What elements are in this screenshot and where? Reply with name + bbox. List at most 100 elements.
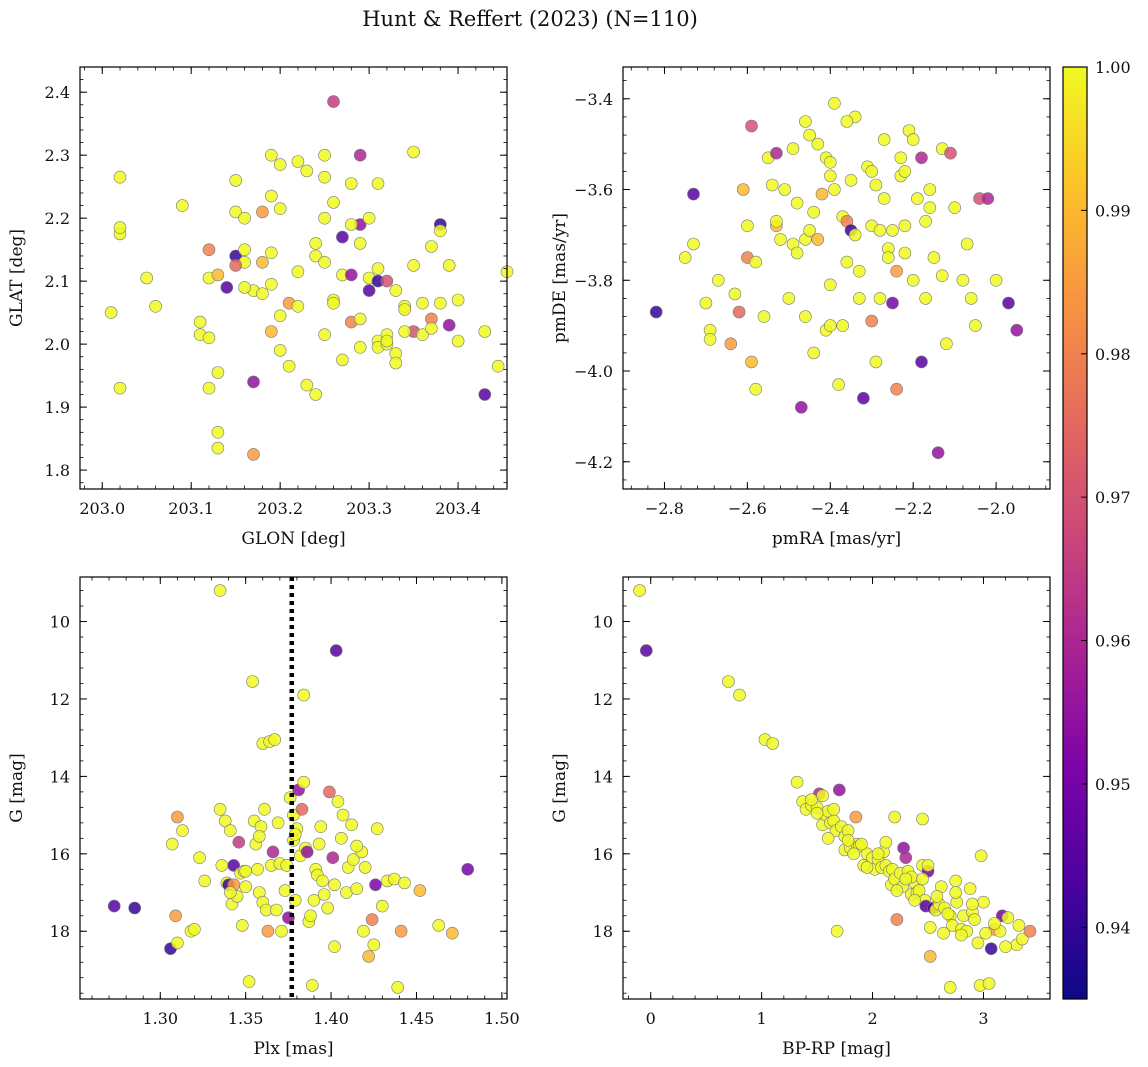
data-point (353, 148, 367, 162)
data-point (264, 325, 278, 338)
data-point (362, 211, 376, 225)
data-point (344, 177, 358, 190)
data-point (923, 183, 937, 196)
data-point (247, 448, 260, 461)
y-tick-label: 2.4 (45, 83, 70, 102)
data-point (309, 388, 323, 401)
y-tick-label: 2.2 (45, 209, 70, 228)
x-tick-label: 2 (867, 1009, 877, 1028)
data-point (999, 940, 1012, 954)
data-point (413, 884, 427, 897)
data-point (202, 381, 216, 395)
data-point (140, 271, 153, 285)
data-point (921, 859, 935, 872)
data-point (323, 785, 336, 799)
data-point (278, 884, 292, 897)
data-point (491, 359, 505, 373)
data-point (321, 901, 335, 915)
data-point (894, 151, 908, 165)
colorbar-tick-label: 0.99 (1095, 201, 1131, 220)
data-point (350, 882, 364, 896)
data-point (923, 201, 937, 214)
data-point (188, 922, 201, 936)
x-tick-label: 203.4 (435, 499, 481, 518)
data-point (334, 831, 348, 845)
data-point (246, 675, 259, 688)
panel-glon-glat: 203.0 203.1 203.2 203.3 203.4 1.8 1.9 2.0 2.1 2.2… (7, 66, 514, 549)
x-tick-label: 1.50 (484, 1009, 520, 1028)
data-point (871, 847, 885, 861)
data-point (969, 319, 982, 332)
data-point (113, 221, 127, 234)
data-point (295, 802, 309, 816)
data-point (394, 924, 408, 938)
data-point (811, 233, 825, 246)
data-point (229, 174, 242, 187)
data-point (745, 119, 758, 133)
data-point (886, 224, 899, 237)
data-point (823, 278, 837, 292)
data-point (264, 246, 278, 260)
data-point (799, 115, 812, 128)
y-tick-label: 1.8 (45, 461, 70, 480)
data-point (304, 909, 317, 923)
x-tick-label: −2.6 (728, 499, 767, 518)
data-point (305, 979, 319, 992)
data-point (353, 237, 367, 250)
data-point (722, 675, 735, 688)
data-point (633, 584, 646, 597)
data-point (357, 924, 370, 938)
colorbar-tick-label: 0.95 (1095, 775, 1131, 794)
data-point (711, 273, 725, 287)
y-tick-label: −3.6 (574, 181, 613, 200)
y-tick-label: 2.0 (45, 335, 70, 354)
data-point (238, 243, 251, 256)
data-point (1001, 911, 1015, 925)
data-point (273, 202, 287, 215)
data-point (416, 296, 429, 310)
data-point (821, 831, 835, 845)
data-point (300, 164, 314, 178)
data-point (309, 249, 323, 263)
data-point (478, 388, 492, 401)
data-point (264, 148, 278, 162)
data-point (282, 359, 296, 373)
data-point (869, 355, 883, 369)
data-point (113, 170, 127, 184)
data-point (728, 287, 742, 301)
data-point (353, 312, 367, 326)
data-point (869, 178, 883, 192)
data-point (860, 861, 874, 874)
data-point (888, 810, 902, 824)
data-point (346, 853, 360, 866)
x-tick-label: 203.1 (168, 499, 214, 518)
data-point (770, 215, 783, 228)
data-point (849, 810, 863, 824)
x-tick-label: 203.3 (346, 499, 392, 518)
data-point (336, 808, 350, 822)
data-point (252, 830, 266, 843)
colorbar-gradient (1062, 66, 1088, 1000)
data-point (193, 851, 206, 865)
data-point (202, 243, 216, 256)
data-point (649, 305, 663, 319)
data-point (300, 378, 314, 392)
data-point (425, 240, 438, 253)
data-point (288, 828, 302, 841)
data-point (309, 237, 323, 250)
y-tick-label: 2.1 (45, 272, 70, 291)
y-tick-label: 16 (50, 845, 70, 864)
data-point (873, 292, 887, 305)
x-axis-label: Plx [mas] (253, 1039, 333, 1059)
data-point (256, 205, 269, 219)
data-point (1002, 296, 1015, 310)
y-tick-label: −4.0 (574, 362, 613, 381)
x-axis-label: BP-RP [mag] (782, 1039, 891, 1059)
data-point (300, 845, 314, 859)
data-point (202, 331, 216, 345)
panel-plx-g: 1.30 1.35 1.40 1.45 1.50 10 12 14 16 18 Plx [mas] G… (7, 576, 520, 1059)
data-point (943, 981, 957, 994)
data-point (317, 888, 331, 901)
data-point (979, 926, 993, 940)
data-point (890, 884, 904, 897)
